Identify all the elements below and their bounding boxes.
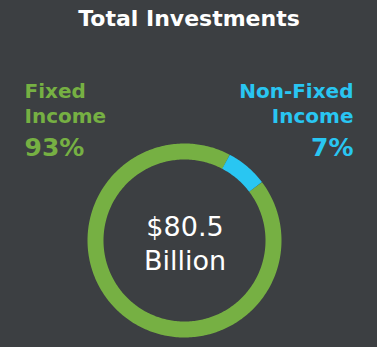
svg-text:7%: 7%	[311, 133, 353, 162]
svg-text:FixedIncome: FixedIncome	[25, 79, 107, 128]
svg-text:$80.5Billion: $80.5Billion	[144, 211, 226, 276]
svg-text:Total Investments: Total Investments	[78, 6, 300, 31]
svg-text:Non-FixedIncome: Non-FixedIncome	[239, 79, 353, 128]
svg-text:93%: 93%	[25, 133, 85, 162]
